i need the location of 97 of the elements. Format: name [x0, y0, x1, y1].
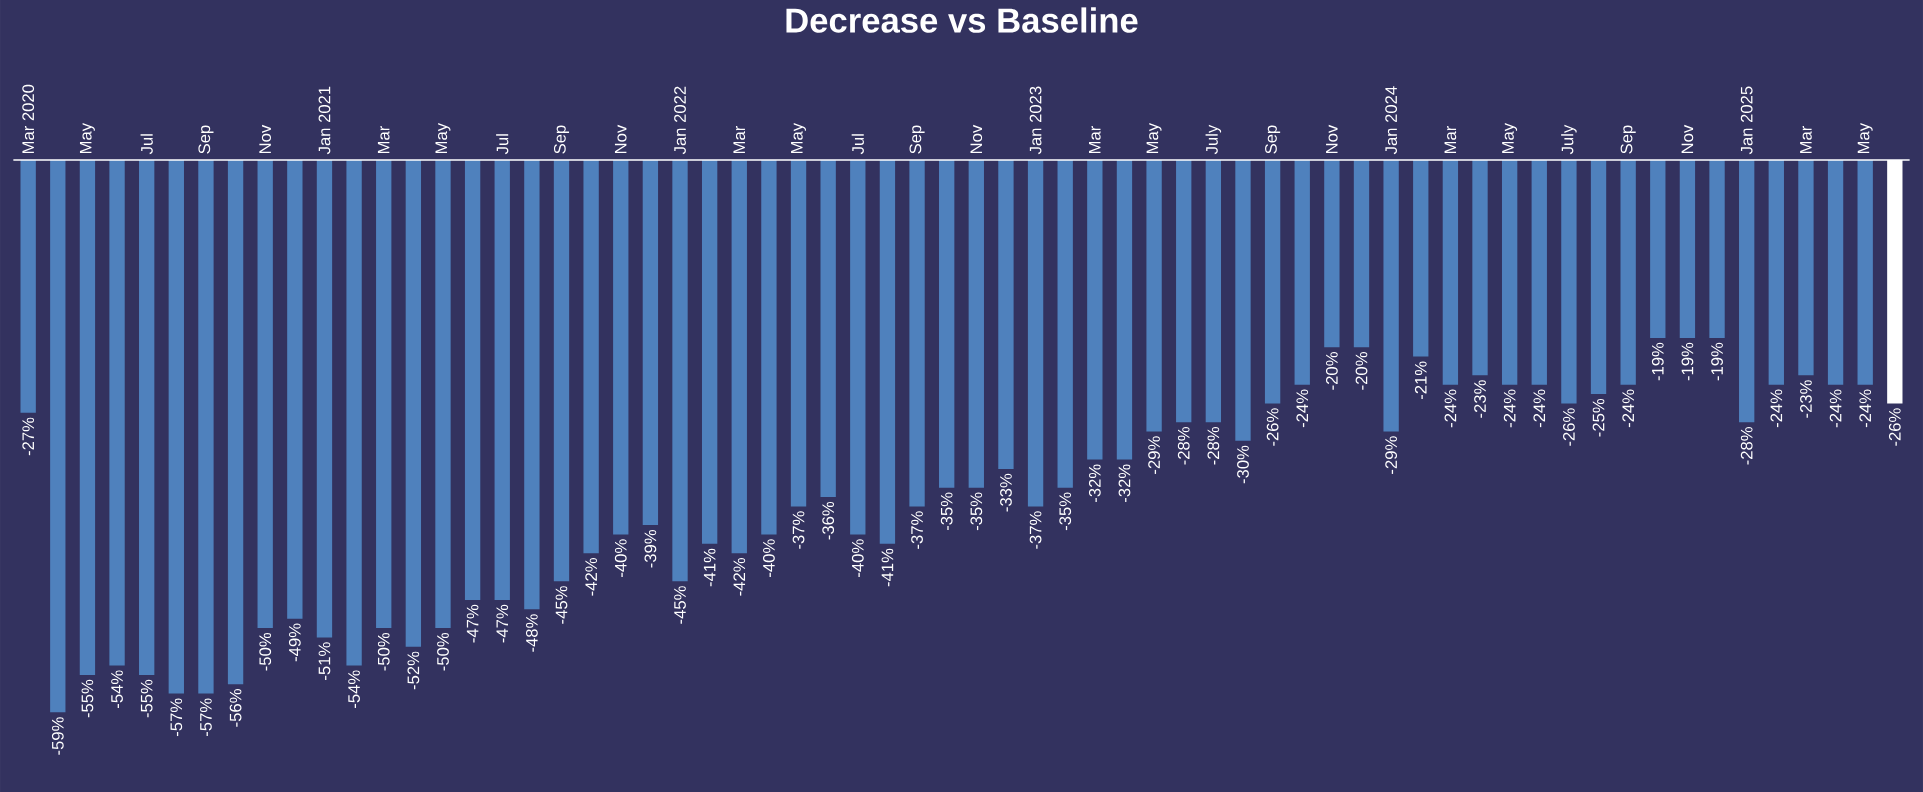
data-label: -45% [674, 586, 686, 624]
data-label: -24% [1533, 389, 1546, 428]
x-tick-label: May [791, 122, 806, 153]
data-label: -29% [1385, 436, 1398, 474]
data-label: -40% [614, 539, 627, 577]
data-label: -47% [496, 604, 509, 643]
data-label: -47% [466, 604, 479, 643]
data-label: -39% [644, 529, 657, 568]
data-label: -37% [792, 511, 805, 549]
chart-title: Decrease vs Baseline [786, 7, 1138, 33]
data-label: -40% [851, 539, 864, 577]
x-tick-label: Jan 2023 [1029, 86, 1042, 155]
data-label: -24% [1829, 389, 1842, 428]
x-tick-label: Sep [553, 125, 570, 154]
data-label: -42% [733, 557, 746, 596]
x-tick-label: Jul [851, 134, 864, 155]
x-tick-label: Mar [1800, 125, 1812, 153]
x-tick-label: Sep [1620, 125, 1636, 154]
data-label: -32% [1088, 464, 1101, 502]
data-label: -37% [911, 511, 923, 549]
data-label: -59% [51, 717, 64, 755]
data-label: -24% [1296, 389, 1309, 428]
data-label: -19% [1681, 342, 1694, 381]
data-label: -33% [1000, 473, 1012, 512]
data-label: -54% [111, 670, 123, 708]
data-label: -42% [585, 557, 597, 596]
data-label: -19% [1711, 342, 1723, 381]
x-tick-label: Sep [198, 125, 214, 154]
x-tick-label: July [1561, 124, 1577, 155]
x-tick-label: Sep [1265, 125, 1281, 154]
x-tick-label: Nov [1681, 124, 1694, 153]
data-label: -50% [259, 632, 272, 671]
data-label: -28% [1740, 426, 1753, 465]
data-label: -56% [229, 689, 242, 727]
data-label: -20% [1355, 352, 1368, 390]
x-tick-label: Jul [496, 134, 509, 155]
x-tick-label: July [1205, 124, 1222, 155]
x-tick-label: Nov [970, 124, 983, 153]
x-tick-label: Nov [614, 124, 627, 153]
data-label: -55% [81, 679, 94, 718]
x-tick-label: Mar [1444, 125, 1457, 153]
data-label: -41% [703, 548, 716, 587]
data-label: -49% [288, 623, 301, 662]
x-tick-label: May [1146, 122, 1162, 153]
x-tick-label: Mar [1089, 125, 1101, 153]
x-tick-label: Nov [259, 124, 272, 153]
data-label: -24% [1444, 389, 1457, 428]
data-label: -41% [881, 548, 894, 587]
data-label: -24% [1503, 389, 1516, 428]
x-tick-label: Mar 2020 [22, 84, 35, 153]
x-tick-label: May [1857, 122, 1873, 153]
data-label: -23% [1800, 380, 1812, 418]
data-label: -35% [1059, 492, 1072, 531]
x-tick-label: Sep [909, 125, 925, 154]
x-tick-label: May [1502, 122, 1518, 153]
data-label: -35% [940, 492, 953, 531]
data-label: -26% [1888, 408, 1901, 446]
data-label: -24% [1770, 389, 1783, 428]
data-label: -21% [1414, 361, 1427, 399]
data-label: -19% [1651, 342, 1664, 381]
data-label: -26% [1563, 408, 1575, 446]
data-label: -26% [1266, 408, 1279, 446]
data-label: -28% [1177, 426, 1190, 465]
data-label: -37% [1029, 511, 1042, 549]
data-label: -50% [437, 632, 449, 671]
data-label: -51% [318, 642, 331, 680]
data-label: -50% [377, 632, 390, 671]
data-label: -32% [1118, 464, 1131, 502]
data-label: -36% [822, 501, 835, 540]
x-tick-label: May [79, 122, 95, 153]
x-tick-label: Mar [377, 125, 390, 153]
data-label: -55% [140, 679, 153, 718]
data-label: -24% [1859, 389, 1872, 428]
x-tick-label: Jan 2022 [674, 86, 686, 155]
data-label: -29% [1148, 436, 1160, 474]
data-label: -25% [1592, 398, 1605, 437]
x-tick-label: Jan 2021 [318, 86, 331, 155]
x-tick-label: Jan 2025 [1740, 86, 1753, 155]
data-label: -30% [1237, 445, 1249, 484]
data-label: -20% [1325, 352, 1338, 390]
data-label: -48% [525, 614, 538, 652]
data-label: -27% [22, 417, 35, 456]
data-label: -52% [407, 651, 420, 690]
x-tick-label: Jul [140, 134, 153, 155]
x-tick-label: May [435, 122, 451, 153]
data-label: -28% [1207, 426, 1220, 465]
data-label: -54% [348, 670, 360, 708]
data-label: -23% [1474, 380, 1486, 418]
x-tick-label: Jan 2024 [1385, 86, 1398, 155]
data-label: -35% [970, 492, 983, 531]
data-label: -24% [1622, 389, 1635, 428]
data-label: -40% [763, 539, 775, 577]
data-label: -57% [170, 698, 183, 736]
x-tick-label: Nov [1326, 124, 1338, 153]
data-label: -45% [555, 586, 568, 624]
data-label: -57% [200, 698, 212, 736]
x-tick-label: Mar [733, 125, 746, 153]
